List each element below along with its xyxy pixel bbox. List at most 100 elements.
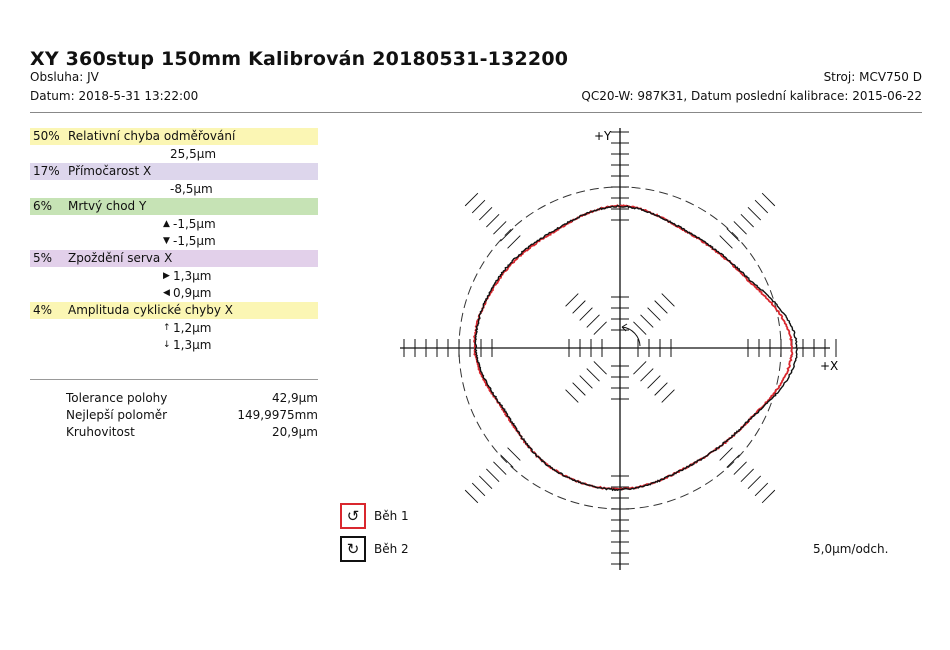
- summary-row-tolerance: Tolerance polohy 42,9µm: [66, 390, 318, 407]
- diagonal-tick: [647, 375, 661, 389]
- summary-value: 42,9µm: [271, 391, 318, 405]
- diagonal-tick: [478, 206, 493, 221]
- diagonal-tick: [572, 382, 586, 396]
- polar-deviation-plot: +X +Y: [400, 128, 838, 570]
- diagonal-tick: [754, 482, 769, 497]
- error-value-row: ▶ 1,3µm: [30, 268, 318, 285]
- diagonal-tick: [719, 235, 733, 249]
- diagonal-tick: [572, 300, 586, 314]
- error-label: Zpoždění serva X: [68, 251, 173, 265]
- error-header: 6% Mrtvý chod Y: [30, 198, 318, 215]
- summary-row-circularity: Kruhovitost 20,9µm: [66, 424, 318, 441]
- diagonal-tick: [586, 368, 600, 382]
- diagonal-tick: [500, 454, 514, 468]
- diagonal-tick: [654, 300, 668, 314]
- error-value: -1,5µm: [173, 234, 216, 248]
- diagonal-tick: [493, 221, 507, 235]
- direction-arrow-icon: ↑: [163, 323, 171, 333]
- rotate-ccw-icon: ↺: [340, 503, 366, 529]
- direction-arc-icon: [621, 326, 641, 347]
- direction-arrow-icon: ↓: [163, 340, 171, 350]
- diagonal-tick: [726, 454, 740, 468]
- summary-panel: Tolerance polohy 42,9µm Nejlepší poloměr…: [66, 390, 318, 441]
- date-text: Datum: 2018-5-31 13:22:00: [30, 89, 199, 103]
- plot-curves: [473, 204, 798, 492]
- diagonal-tick: [640, 314, 654, 328]
- error-value-row: -8,5µm: [30, 181, 318, 198]
- header-divider: [30, 112, 922, 113]
- error-header: 5% Zpoždění serva X: [30, 250, 318, 267]
- summary-label: Kruhovitost: [66, 425, 135, 439]
- diagonal-tick: [500, 228, 514, 242]
- summary-label: Nejlepší poloměr: [66, 408, 168, 422]
- legend-label: Běh 2: [374, 542, 409, 556]
- diagonal-tick: [740, 468, 754, 482]
- error-value-row: ▲ -1,5µm: [30, 216, 318, 233]
- diagonal-tick: [593, 361, 607, 375]
- error-value: 25,5µm: [170, 147, 217, 161]
- diagonal-tick: [761, 192, 776, 207]
- series-curve-2: [474, 204, 798, 492]
- error-percent: 6%: [33, 199, 53, 213]
- x-axis-label: +X: [820, 359, 838, 373]
- calibration-text: QC20-W: 987K31, Datum poslední kalibrace…: [581, 89, 922, 103]
- error-percent: 5%: [33, 251, 53, 265]
- scale-label: 5,0µm/odch.: [813, 542, 889, 556]
- diagonal-tick: [493, 461, 507, 475]
- diagonal-tick: [747, 475, 762, 490]
- error-label: Mrtvý chod Y: [68, 199, 147, 213]
- error-header: 50% Relativní chyba odměřování: [30, 128, 318, 145]
- direction-arrow-icon: ▼: [163, 236, 170, 246]
- diagonal-tick: [586, 314, 600, 328]
- direction-arrow-icon: ▲: [163, 219, 170, 229]
- diagonal-tick: [486, 468, 500, 482]
- diagonal-tick: [719, 447, 733, 461]
- error-value-row: 25,5µm: [30, 146, 318, 163]
- error-percent: 17%: [33, 164, 60, 178]
- summary-value: 20,9µm: [271, 425, 318, 439]
- diagonal-tick: [633, 321, 647, 335]
- error-value: -8,5µm: [170, 182, 213, 196]
- error-header: 4% Amplituda cyklické chyby X: [30, 302, 318, 319]
- direction-arrowhead-icon: [621, 323, 628, 332]
- summary-value: 149,9975mm: [237, 408, 318, 422]
- legend-item-run1[interactable]: ↺ Běh 1: [340, 503, 409, 529]
- diagonal-tick: [726, 228, 740, 242]
- error-value: -1,5µm: [173, 217, 216, 231]
- legend-label: Běh 1: [374, 509, 409, 523]
- error-breakdown-panel: 50% Relativní chyba odměřování 25,5µm 17% Př…: [30, 128, 318, 354]
- error-value-row: ↑ 1,2µm: [30, 320, 318, 337]
- diagonal-tick: [579, 375, 593, 389]
- diagonal-tick: [661, 293, 675, 307]
- operator-text: Obsluha: JV: [30, 70, 99, 84]
- error-percent: 50%: [33, 129, 60, 143]
- error-value-row: ▼ -1,5µm: [30, 233, 318, 250]
- plot-grid: [400, 128, 837, 570]
- error-header: 17% Přímočarost X: [30, 163, 318, 180]
- direction-arrow-icon: ▶: [163, 271, 170, 281]
- diagonal-tick: [761, 489, 776, 504]
- diagonal-tick: [507, 447, 521, 461]
- diagonal-tick: [733, 461, 747, 475]
- diagonal-tick: [740, 214, 754, 228]
- error-value-row: ◀ 0,9µm: [30, 285, 318, 302]
- summary-label: Tolerance polohy: [66, 391, 168, 405]
- direction-arrow-icon: ◀: [163, 288, 170, 298]
- diagonal-tick: [640, 368, 654, 382]
- diagonal-tick: [471, 482, 486, 497]
- diagonal-tick: [565, 389, 579, 403]
- diagonal-tick: [478, 475, 493, 490]
- diagonal-tick: [464, 489, 479, 504]
- error-value: 0,9µm: [173, 286, 212, 300]
- error-label: Přímočarost X: [68, 164, 152, 178]
- diagonal-tick: [486, 214, 500, 228]
- rotate-cw-icon: ↻: [340, 536, 366, 562]
- legend-item-run2[interactable]: ↻ Běh 2: [340, 536, 409, 562]
- summary-divider: [30, 379, 318, 380]
- diagonal-tick: [565, 293, 579, 307]
- diagonal-tick: [654, 382, 668, 396]
- diagonal-tick: [579, 307, 593, 321]
- error-percent: 4%: [33, 303, 53, 317]
- diagonal-tick: [471, 199, 486, 214]
- diagonal-tick: [747, 206, 762, 221]
